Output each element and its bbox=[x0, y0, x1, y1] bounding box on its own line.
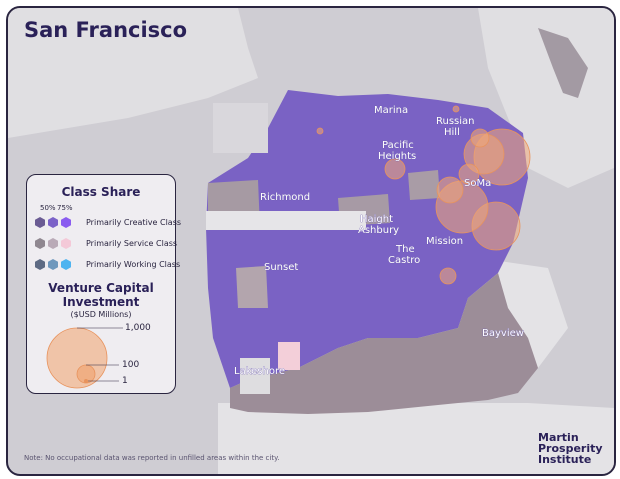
label-soma: SoMa bbox=[464, 178, 491, 189]
east-bay-land bbox=[478, 8, 614, 188]
label-sunset: Sunset bbox=[264, 262, 298, 273]
service-hex-75 bbox=[48, 238, 58, 249]
map-frame: Marina Russian Hill Pacific Heights SoMa… bbox=[6, 6, 616, 476]
vc-legend-circle-1 bbox=[84, 379, 88, 383]
working-hex-100 bbox=[61, 259, 71, 270]
label-russian-hill: Russian Hill bbox=[436, 116, 478, 138]
map-title: San Francisco bbox=[24, 18, 188, 42]
label-lakeshore: Lakeshore bbox=[234, 366, 285, 377]
label-the-castro-line2: Castro bbox=[388, 255, 420, 266]
vc-bubble bbox=[470, 128, 490, 148]
label-haight-ashbury-line2: Ashbury bbox=[358, 225, 399, 236]
vc-bubble bbox=[458, 163, 480, 185]
label-haight-ashbury-line1: Haight bbox=[360, 214, 393, 225]
brand-line1: Martin bbox=[538, 431, 579, 444]
vc-bubble bbox=[316, 127, 324, 135]
brand-line3: Institute bbox=[538, 453, 592, 466]
brand-line2: Prosperity bbox=[538, 442, 603, 455]
working-hex-50 bbox=[35, 259, 45, 270]
service-block-lakeshore bbox=[278, 342, 300, 370]
service-block-soma bbox=[408, 170, 440, 200]
north-land bbox=[8, 8, 258, 138]
island-land bbox=[538, 28, 588, 98]
creative-class-label: Primarily Creative Class bbox=[86, 218, 182, 227]
vc-title-line1: Venture Capital bbox=[48, 281, 154, 295]
service-region bbox=[230, 273, 538, 414]
label-haight-ashbury: Haight Ashbury bbox=[358, 214, 399, 236]
vc-value-1: 1 bbox=[122, 376, 128, 386]
label-pacific-heights-line2: Heights bbox=[378, 151, 416, 162]
legend-panel: Class Share 50% 75% Primarily Creative C… bbox=[26, 174, 181, 394]
label-russian-hill-line1: Russian bbox=[436, 116, 475, 127]
creative-hex-75 bbox=[48, 217, 58, 228]
label-bayview: Bayview bbox=[482, 328, 524, 339]
vc-bubble bbox=[439, 267, 457, 285]
vc-bubble bbox=[384, 158, 406, 180]
pct-label-50: 50% bbox=[40, 204, 56, 212]
vc-value-1000: 1,000 bbox=[125, 323, 151, 333]
footnote: Note: No occupational data was reported … bbox=[24, 454, 280, 462]
vc-value-100: 100 bbox=[122, 360, 140, 370]
label-russian-hill-line2: Hill bbox=[444, 127, 460, 138]
brand-logo: Martin Prosperity Institute bbox=[538, 432, 603, 465]
label-the-castro-line1: The bbox=[395, 244, 415, 255]
label-marina: Marina bbox=[374, 105, 408, 116]
vc-title-line2: Investment bbox=[62, 295, 140, 309]
presidio-patch bbox=[213, 103, 268, 153]
south-land bbox=[218, 403, 614, 474]
pct-label-75: 75% bbox=[57, 204, 73, 212]
service-hex-100 bbox=[61, 238, 71, 249]
service-class-label: Primarily Service Class bbox=[86, 239, 178, 248]
vc-bubble bbox=[436, 176, 464, 204]
vc-size-legend bbox=[46, 327, 123, 389]
map-canvas: Marina Russian Hill Pacific Heights SoMa… bbox=[8, 8, 614, 474]
class-share-title: Class Share bbox=[61, 185, 141, 199]
label-pacific-heights-line1: Pacific bbox=[382, 140, 414, 151]
vc-legend-circle-1000 bbox=[46, 327, 108, 389]
vc-subtitle: ($USD Millions) bbox=[70, 310, 132, 319]
label-mission: Mission bbox=[426, 236, 463, 247]
creative-hex-100 bbox=[61, 217, 71, 228]
creative-region bbox=[206, 90, 528, 388]
service-hex-50 bbox=[35, 238, 45, 249]
label-the-castro: The Castro bbox=[388, 244, 420, 266]
vc-bubbles bbox=[316, 105, 531, 285]
vc-bubble bbox=[452, 105, 460, 113]
working-class-label: Primarily Working Class bbox=[86, 260, 181, 269]
creative-hex-50 bbox=[35, 217, 45, 228]
service-block-sunset bbox=[236, 266, 268, 308]
golden-gate-park bbox=[206, 211, 366, 230]
working-hex-75 bbox=[48, 259, 58, 270]
label-pacific-heights: Pacific Heights bbox=[378, 140, 417, 162]
label-richmond: Richmond bbox=[260, 192, 310, 203]
lake-merced bbox=[240, 358, 270, 394]
